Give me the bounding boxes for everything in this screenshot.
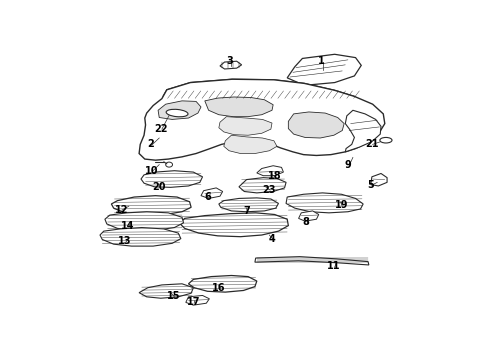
- Polygon shape: [105, 212, 184, 230]
- Text: 12: 12: [115, 204, 128, 215]
- Text: 14: 14: [121, 221, 134, 231]
- Text: 20: 20: [152, 182, 166, 192]
- Text: 19: 19: [335, 201, 348, 210]
- Text: 6: 6: [204, 192, 211, 202]
- Text: 10: 10: [145, 166, 158, 176]
- Polygon shape: [100, 228, 181, 246]
- Polygon shape: [158, 101, 201, 120]
- Text: 17: 17: [187, 297, 200, 307]
- Text: 18: 18: [268, 171, 281, 181]
- Text: 15: 15: [167, 291, 180, 301]
- Text: 11: 11: [327, 261, 341, 271]
- Text: 8: 8: [303, 217, 310, 227]
- Polygon shape: [205, 97, 273, 117]
- Text: 4: 4: [269, 234, 275, 244]
- Polygon shape: [286, 193, 363, 213]
- Ellipse shape: [380, 138, 392, 143]
- Polygon shape: [220, 61, 242, 69]
- Polygon shape: [139, 284, 194, 298]
- Text: 13: 13: [118, 237, 132, 246]
- Polygon shape: [219, 117, 272, 135]
- Polygon shape: [163, 79, 361, 105]
- Polygon shape: [111, 195, 191, 215]
- Text: 9: 9: [344, 160, 351, 170]
- Text: 1: 1: [318, 56, 325, 66]
- Polygon shape: [189, 275, 257, 292]
- Text: 5: 5: [368, 180, 374, 190]
- Polygon shape: [224, 135, 277, 153]
- Text: 7: 7: [243, 206, 250, 216]
- Polygon shape: [139, 79, 385, 160]
- Polygon shape: [287, 54, 361, 85]
- Text: 22: 22: [154, 123, 168, 134]
- Polygon shape: [371, 174, 387, 186]
- Polygon shape: [186, 296, 209, 305]
- Polygon shape: [257, 166, 283, 176]
- Polygon shape: [141, 171, 202, 187]
- Polygon shape: [201, 188, 222, 198]
- Ellipse shape: [166, 109, 188, 117]
- Text: 3: 3: [227, 56, 234, 66]
- Polygon shape: [255, 257, 369, 265]
- Polygon shape: [288, 112, 344, 138]
- Polygon shape: [180, 213, 288, 237]
- Text: 16: 16: [212, 283, 225, 293]
- Text: 21: 21: [365, 139, 379, 149]
- Polygon shape: [345, 110, 381, 152]
- Polygon shape: [298, 211, 318, 221]
- Text: 2: 2: [147, 139, 154, 149]
- Polygon shape: [219, 198, 278, 212]
- Polygon shape: [239, 177, 286, 193]
- Text: 23: 23: [263, 185, 276, 194]
